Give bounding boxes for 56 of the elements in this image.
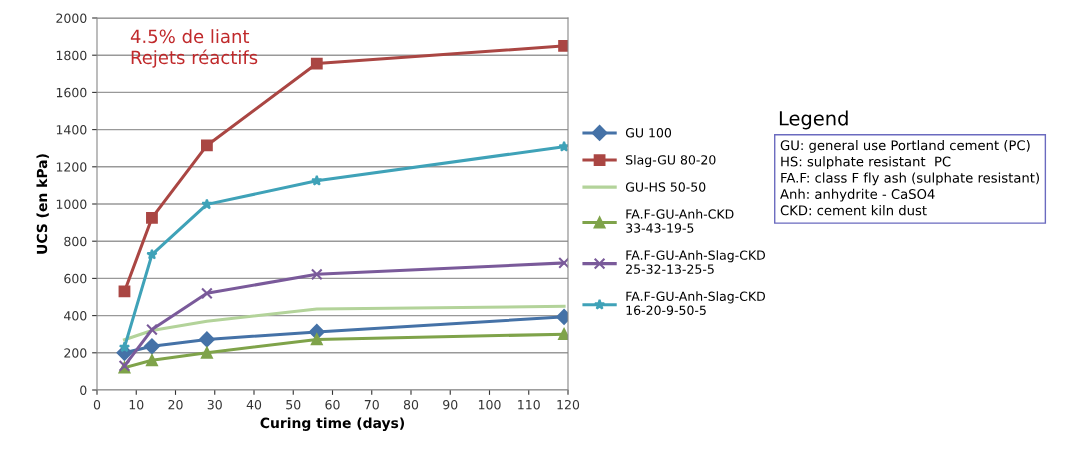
x-tick-label: 20	[168, 399, 183, 410]
x-axis-title: Curing time (days)	[260, 417, 404, 431]
point	[558, 40, 568, 52]
text: Legend	[779, 110, 848, 130]
legend-label: FA.F-GU-Anh-Slag-CKD 16-20-9-50-5	[626, 291, 766, 315]
y-tick-label: 1600	[56, 87, 87, 98]
point	[558, 328, 568, 341]
line-series	[122, 304, 566, 342]
point	[146, 248, 158, 260]
y-tick-label: 200	[64, 348, 87, 358]
x-tick-label: 30	[207, 399, 222, 410]
point	[146, 212, 158, 224]
point	[558, 257, 568, 269]
point	[201, 139, 213, 152]
x-tick-label: 80	[403, 399, 419, 410]
y-tick-label: 1400	[56, 125, 87, 135]
point	[146, 323, 158, 336]
x-tick-label: 120	[557, 399, 580, 410]
x-tick-label: 0	[93, 399, 101, 410]
point	[146, 354, 158, 367]
y-tick-label: 400	[64, 311, 87, 321]
text: GU: general use Portland cement (PC) HS: sulphate resistant PC FA.F: class F fly ash (sulphate resistant) Anh: anhydrite - CaSO4 CKD: cement kiln dust	[780, 140, 1039, 216]
y-tick-label: 600	[64, 273, 87, 284]
point	[201, 198, 213, 210]
x-tick-label: 60	[325, 399, 340, 410]
legend-label: FA.F-GU-Anh-CKD 33-43-19-5	[626, 209, 734, 233]
point	[118, 285, 131, 298]
point	[118, 341, 131, 353]
x-tick-label: 10	[129, 399, 144, 410]
y-tick-label: 1800	[56, 50, 87, 61]
point	[201, 287, 213, 300]
annotation: 4.5% de liant Rejets réactifs	[130, 29, 258, 68]
legend-label: GU 100	[625, 128, 672, 138]
x-tick-label: 100	[478, 399, 501, 410]
x-tick-label: 40	[246, 399, 262, 410]
x-tick-label: 50	[286, 399, 301, 410]
point	[310, 57, 323, 70]
legend-label: FA.F-GU-Anh-Slag-CKD 25-32-13-25-5	[626, 250, 766, 274]
legend-label: Slag-GU 80-20	[626, 154, 716, 168]
x-tick-label: 90	[443, 399, 458, 410]
y-tick-label: 2000	[56, 13, 87, 23]
point	[144, 338, 160, 355]
y-axis-title: UCS (en kPa)	[36, 154, 49, 254]
point	[311, 174, 323, 186]
y-tick-label: 1200	[56, 162, 87, 172]
legend-label: GU-HS 50-50	[625, 182, 706, 192]
y-tick-label: 800	[64, 236, 87, 247]
point	[198, 331, 215, 348]
x-tick-label: 110	[518, 399, 540, 410]
y-tick-label: 1000	[56, 199, 87, 209]
y-tick-label: 0	[80, 385, 87, 395]
x-tick-label: 70	[364, 399, 379, 410]
point	[558, 140, 568, 152]
point	[310, 333, 323, 346]
point	[201, 346, 213, 359]
point	[310, 268, 323, 281]
